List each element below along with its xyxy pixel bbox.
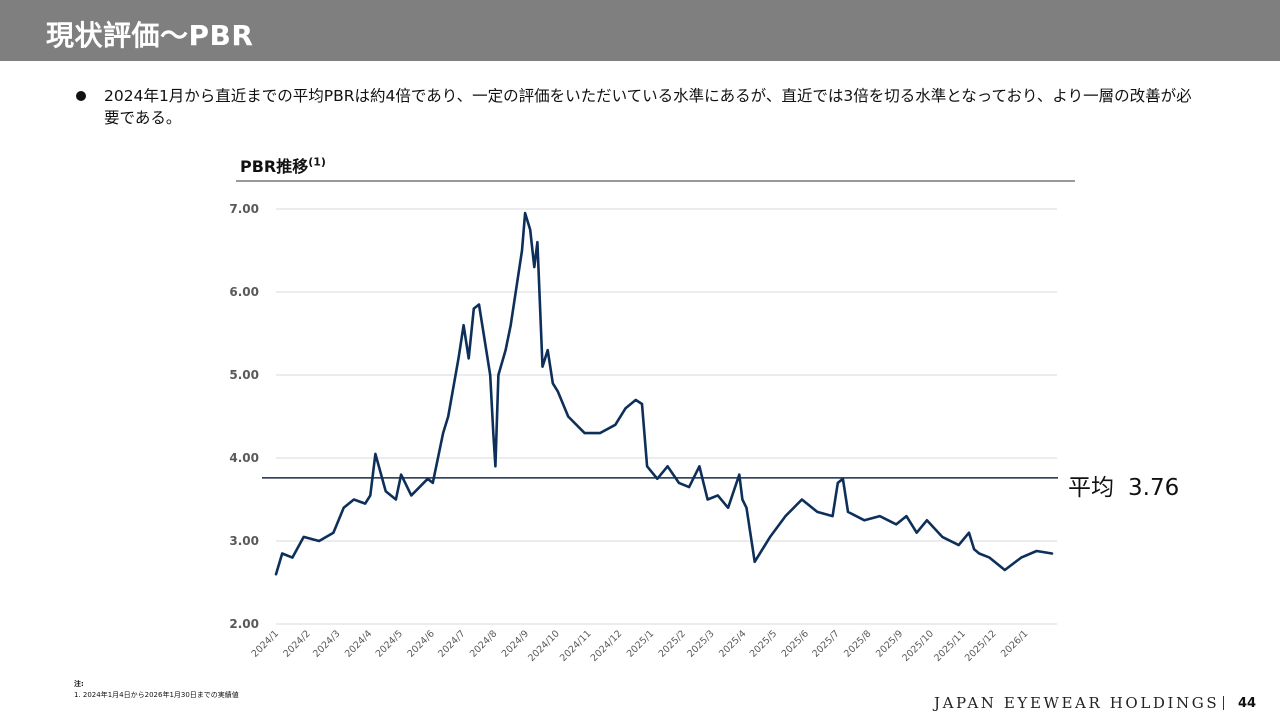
x-tick-label: 2026/1: [999, 628, 1030, 659]
x-tick-label: 2025/11: [932, 628, 968, 664]
bullet-text: 2024年1月から直近までの平均PBRは約4倍であり、一定の評価をいただいている…: [104, 87, 1192, 127]
x-tick-label: 2024/5: [374, 628, 405, 659]
x-tick-label: 2025/4: [717, 628, 748, 659]
y-tick-label: 5.00: [229, 368, 259, 382]
bullet-icon: [76, 91, 86, 101]
y-tick-label: 4.00: [229, 451, 259, 465]
average-label: 平均 3.76: [1068, 468, 1179, 502]
notes-line: 1. 2024年1月4日から2026年1月30日までの実績値: [74, 691, 239, 699]
x-tick-label: 2024/6: [405, 628, 436, 659]
x-tick-label: 2024/11: [558, 628, 594, 664]
title-bar: [0, 0, 1280, 61]
chart-title-main: PBR推移: [240, 157, 309, 176]
chart-title: PBR推移(1): [240, 153, 326, 177]
average-label-text: 平均: [1068, 475, 1114, 501]
x-tick-label: 2024/4: [343, 628, 374, 659]
y-tick-label: 3.00: [229, 534, 259, 548]
x-tick-label: 2024/3: [311, 628, 342, 659]
y-tick-label: 7.00: [229, 202, 259, 216]
x-tick-label: 2024/12: [589, 628, 625, 664]
company-logo-text: JAPAN EYEWEAR HOLDINGS: [934, 694, 1220, 712]
x-tick-label: 2024/10: [526, 628, 562, 664]
x-tick-label: 2025/8: [842, 628, 873, 659]
x-tick-label: 2025/10: [900, 628, 936, 664]
x-tick-label: 2024/7: [436, 628, 467, 659]
page-number: 44: [1238, 696, 1257, 711]
y-tick-label: 2.00: [229, 617, 259, 631]
x-tick-label: 2025/6: [780, 628, 811, 659]
y-tick-label: 6.00: [229, 285, 259, 299]
footer-separator: [1223, 696, 1224, 710]
x-tick-label: 2025/12: [963, 628, 999, 664]
average-value: 3.76: [1128, 475, 1180, 501]
x-tick-label: 2025/7: [810, 628, 841, 659]
x-tick-label: 2024/2: [281, 628, 312, 659]
x-tick-label: 2025/2: [657, 628, 688, 659]
x-tick-label: 2024/1: [250, 628, 281, 659]
x-tick-label: 2024/8: [468, 628, 499, 659]
notes-heading: 注:: [74, 680, 84, 688]
x-tick-label: 2025/3: [685, 628, 716, 659]
x-tick-label: 2025/5: [748, 628, 779, 659]
page-title: 現状評価〜PBR: [46, 19, 254, 52]
x-tick-label: 2025/1: [625, 628, 656, 659]
chart-title-rule: [236, 180, 1075, 182]
series-line-pbr: [274, 211, 1054, 576]
chart-title-footnote-ref: (1): [308, 155, 326, 169]
